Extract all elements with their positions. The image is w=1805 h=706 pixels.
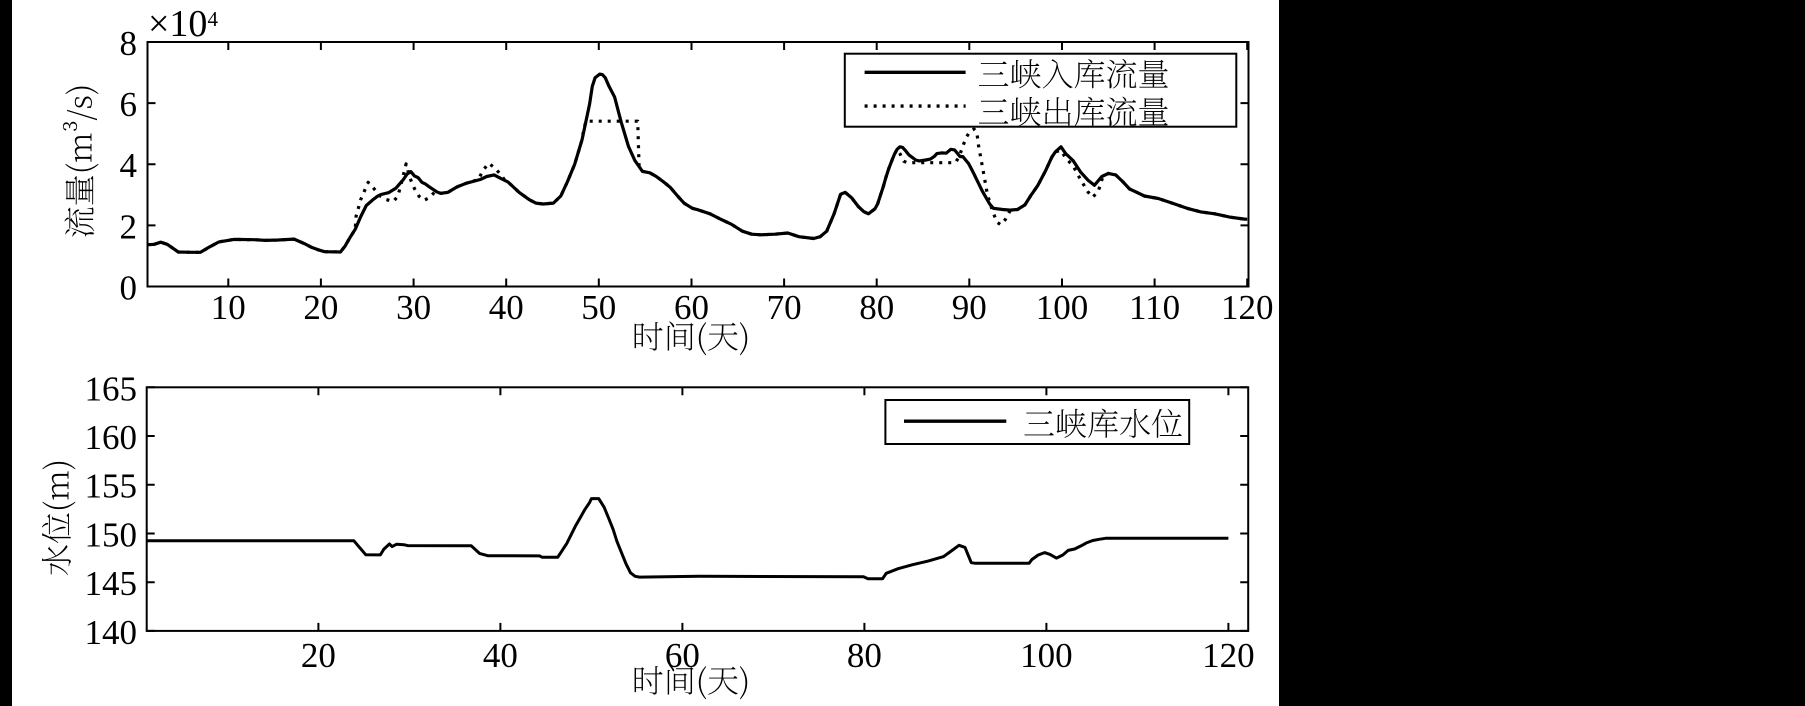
svg-text:4: 4: [120, 146, 138, 185]
svg-text:6: 6: [120, 85, 138, 124]
svg-text:70: 70: [767, 288, 802, 327]
svg-text:160: 160: [85, 418, 138, 457]
svg-text:120: 120: [1221, 288, 1274, 327]
svg-text:2: 2: [120, 207, 138, 246]
svg-text:155: 155: [85, 467, 138, 506]
svg-text:50: 50: [581, 288, 616, 327]
svg-text:10: 10: [211, 288, 246, 327]
svg-text:165: 165: [85, 369, 138, 408]
svg-text:40: 40: [489, 288, 524, 327]
svg-text:30: 30: [396, 288, 431, 327]
svg-text:40: 40: [483, 636, 518, 675]
svg-text:100: 100: [1020, 636, 1073, 675]
svg-text:20: 20: [303, 288, 338, 327]
svg-text:20: 20: [301, 636, 336, 675]
svg-text:80: 80: [847, 636, 882, 675]
svg-text:90: 90: [952, 288, 987, 327]
svg-text:8: 8: [120, 24, 138, 63]
svg-text:110: 110: [1129, 288, 1180, 327]
svg-text:×104: ×104: [148, 3, 218, 45]
svg-text:150: 150: [85, 516, 138, 555]
svg-text:100: 100: [1036, 288, 1089, 327]
svg-text:120: 120: [1202, 636, 1255, 675]
svg-text:145: 145: [85, 564, 138, 603]
svg-text:140: 140: [85, 613, 138, 652]
svg-text:80: 80: [859, 288, 894, 327]
svg-text:60: 60: [674, 288, 709, 327]
svg-text:0: 0: [120, 269, 138, 308]
